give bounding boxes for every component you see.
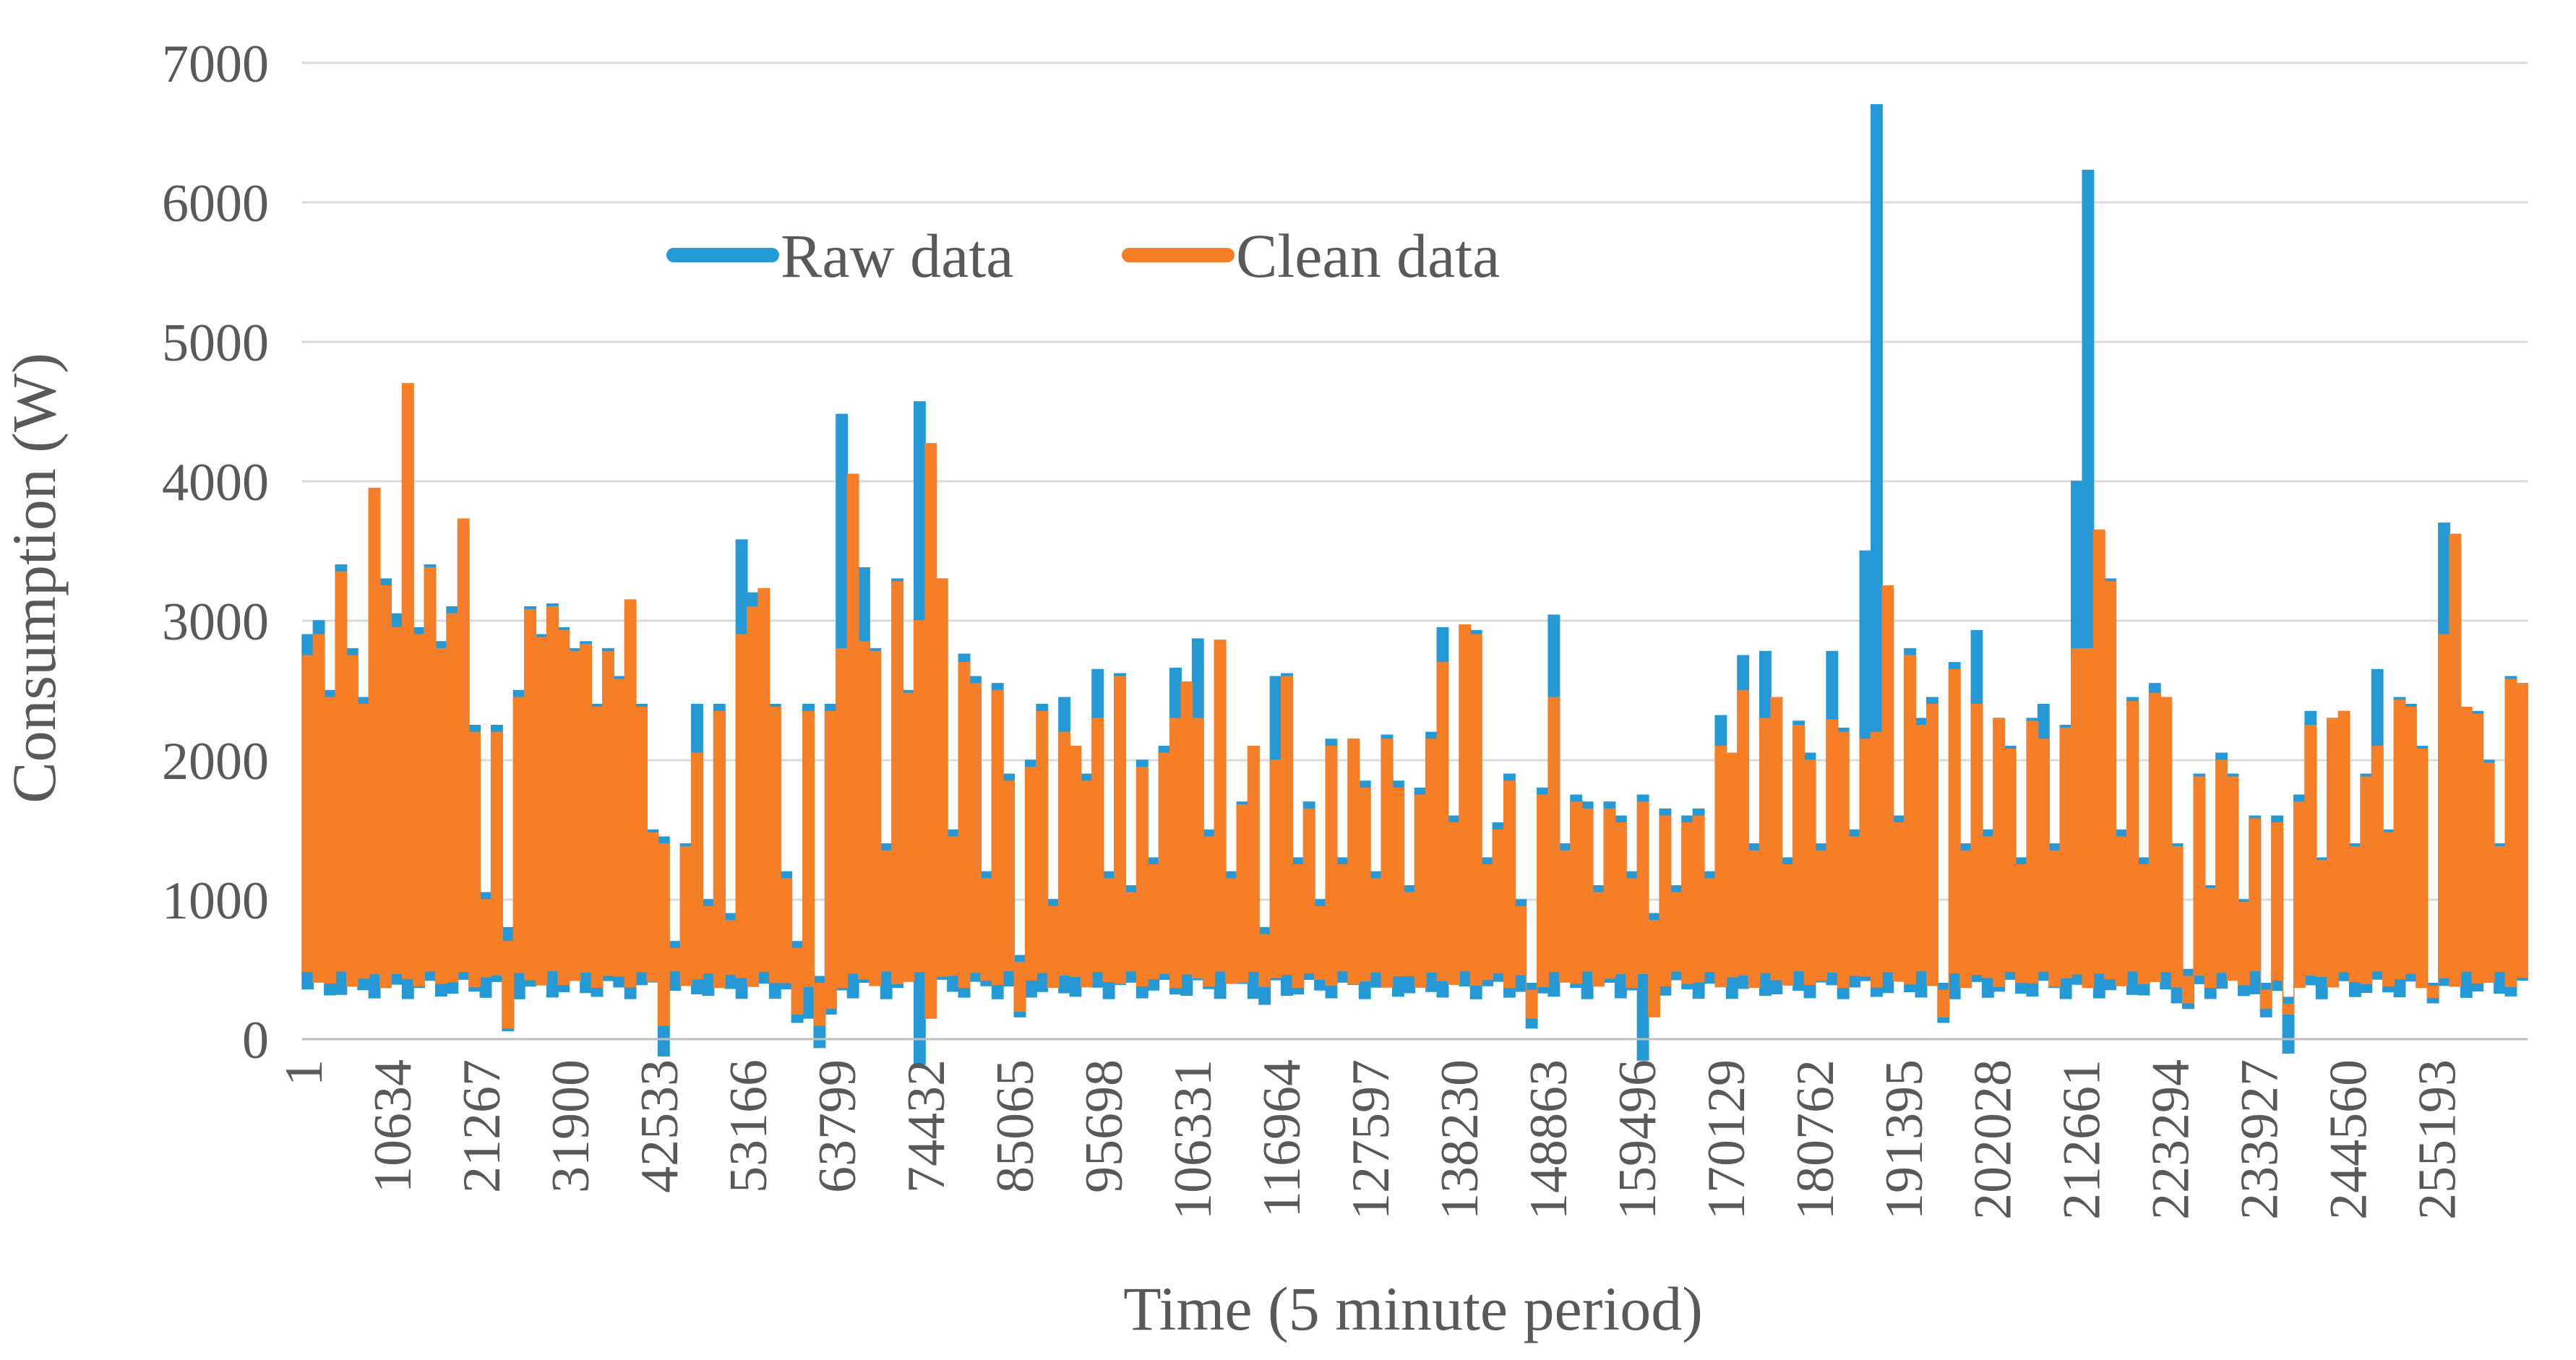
y-axis-title: Consumption (W) xyxy=(0,353,69,803)
y-tick-labels-group: 0 1000 2000 3000 4000 5000 6000 7000 xyxy=(162,35,269,1070)
y-tick-label: 3000 xyxy=(162,593,269,652)
x-tick-label: 1 xyxy=(275,1059,334,1086)
x-tick-label: 159496 xyxy=(1608,1059,1667,1220)
x-tick-label: 170129 xyxy=(1697,1059,1756,1220)
x-tick-label: 180762 xyxy=(1786,1059,1845,1220)
x-tick-label: 53166 xyxy=(719,1059,778,1193)
legend: Raw data Clean data xyxy=(666,221,1500,290)
x-tick-label: 127597 xyxy=(1341,1059,1401,1220)
x-tick-labels-group: 1 10634 21267 31900 42533 53166 63799 74432 8506… xyxy=(275,1059,2468,1220)
y-tick-label: 5000 xyxy=(162,314,269,373)
y-tick-label: 4000 xyxy=(162,453,269,512)
y-tick-label: 6000 xyxy=(162,174,269,233)
y-tick-label: 1000 xyxy=(162,871,269,931)
gridlines-group xyxy=(302,61,2528,901)
x-tick-label: 21267 xyxy=(452,1059,512,1193)
y-tick-label: 0 xyxy=(242,1011,269,1070)
x-tick-label: 255193 xyxy=(2408,1059,2468,1220)
x-tick-label: 95698 xyxy=(1075,1059,1134,1193)
x-tick-label: 42533 xyxy=(630,1059,690,1193)
x-tick-label: 116964 xyxy=(1253,1059,1312,1218)
series-group xyxy=(301,104,2528,1065)
x-tick-label: 85065 xyxy=(986,1059,1045,1193)
x-tick-label: 138230 xyxy=(1430,1059,1490,1220)
x-tick-label: 191395 xyxy=(1875,1059,1934,1220)
raw-data-legend-label: Raw data xyxy=(781,221,1013,290)
x-tick-label: 202028 xyxy=(1964,1059,2023,1220)
x-tick-label: 148863 xyxy=(1519,1059,1579,1220)
x-tick-label: 10634 xyxy=(364,1059,423,1193)
x-tick-label: 74432 xyxy=(897,1059,956,1193)
x-tick-label: 31900 xyxy=(541,1059,601,1193)
x-tick-label: 244560 xyxy=(2319,1059,2379,1220)
x-tick-label: 233927 xyxy=(2231,1059,2290,1220)
clean-data-legend-label: Clean data xyxy=(1236,221,1500,290)
x-tick-label: 223294 xyxy=(2142,1059,2201,1220)
y-tick-label: 2000 xyxy=(162,732,269,791)
x-tick-label: 106331 xyxy=(1164,1059,1223,1220)
x-axis-title: Time (5 minute period) xyxy=(1123,1274,1703,1343)
y-tick-label: 7000 xyxy=(162,35,269,94)
x-tick-label: 212661 xyxy=(2053,1059,2112,1220)
clean-data-series-area xyxy=(301,383,2528,1029)
x-tick-label: 63799 xyxy=(808,1059,867,1193)
